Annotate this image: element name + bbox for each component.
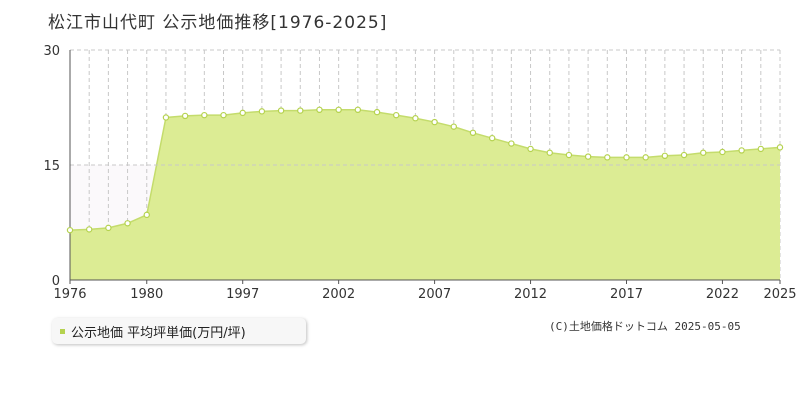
y-tick-label: 0 — [52, 274, 60, 289]
data-point — [776, 144, 784, 151]
data-point — [393, 111, 400, 119]
data-point — [527, 145, 534, 153]
x-tick-label: 2012 — [514, 287, 547, 302]
legend: 公示地価 平均坪単価(万円/坪) — [52, 318, 306, 344]
data-point — [277, 107, 285, 114]
y-tick-label: 15 — [43, 159, 60, 174]
series-line — [69, 109, 781, 231]
x-tick-label: 1976 — [53, 287, 86, 302]
x-tick-label: 2022 — [706, 287, 739, 302]
data-point — [450, 123, 457, 130]
data-point — [124, 220, 131, 227]
data-point — [335, 106, 342, 114]
y-tick-label: 30 — [43, 44, 60, 59]
data-point — [604, 154, 611, 161]
area-fill — [70, 109, 780, 280]
legend-marker-icon — [60, 329, 65, 334]
data-point — [105, 224, 112, 232]
data-point — [316, 106, 323, 114]
data-point — [680, 151, 688, 159]
data-point — [661, 152, 669, 159]
chart-title: 松江市山代町 公示地価推移[1976-2025] — [48, 13, 388, 33]
data-point — [85, 226, 93, 233]
data-point — [508, 140, 515, 147]
data-point — [642, 154, 649, 161]
data-point — [546, 149, 553, 156]
data-point — [239, 109, 246, 117]
data-point — [354, 106, 362, 114]
data-point — [297, 107, 304, 114]
data-point — [412, 115, 419, 122]
x-tick-label: 2002 — [322, 287, 355, 302]
data-point — [143, 211, 150, 219]
copyright-credit: (C)土地価格ドットコム 2025-05-05 — [549, 320, 741, 333]
data-point — [162, 114, 170, 121]
data-point — [181, 112, 189, 120]
data-point — [431, 118, 438, 126]
data-point — [66, 226, 74, 234]
data-point — [623, 154, 630, 161]
x-tick-label: 2007 — [418, 287, 451, 302]
data-point — [738, 147, 745, 154]
x-tick-label: 2025 — [763, 287, 796, 302]
data-point — [565, 151, 573, 159]
data-point — [488, 134, 496, 142]
data-point — [719, 148, 726, 156]
data-point — [373, 108, 381, 116]
x-tick-label: 1997 — [226, 287, 259, 302]
data-point — [469, 129, 477, 136]
x-tick-label: 2017 — [610, 287, 643, 302]
data-point — [757, 145, 765, 153]
data-point — [584, 153, 592, 160]
data-point — [220, 111, 227, 119]
data-point — [201, 111, 208, 119]
data-point — [700, 149, 707, 156]
legend-label: 公示地価 平均坪単価(万円/坪) — [71, 326, 246, 341]
data-point — [258, 108, 266, 115]
x-tick-label: 1980 — [130, 287, 163, 302]
